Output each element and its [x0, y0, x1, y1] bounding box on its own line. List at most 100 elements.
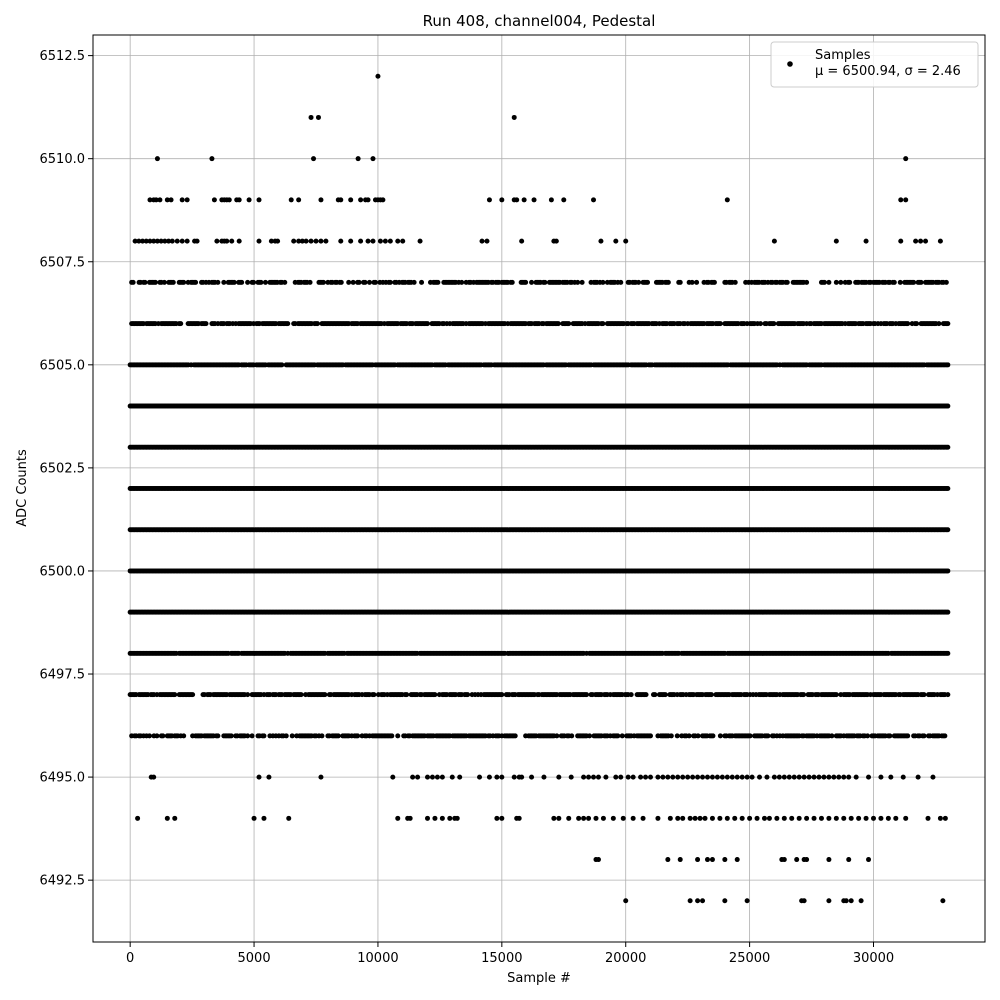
data-point	[600, 321, 606, 327]
data-point	[162, 238, 168, 244]
data-point	[598, 238, 604, 244]
data-point	[677, 279, 683, 285]
data-point	[579, 279, 585, 285]
data-point	[151, 238, 157, 244]
data-point	[338, 197, 344, 203]
data-point	[387, 279, 393, 285]
data-point	[308, 238, 314, 244]
data-point	[618, 279, 624, 285]
data-point	[913, 238, 919, 244]
data-point	[236, 197, 242, 203]
data-point	[914, 321, 920, 327]
data-point	[203, 321, 209, 327]
data-point	[132, 238, 138, 244]
data-point	[313, 238, 319, 244]
data-point	[380, 197, 386, 203]
data-point	[591, 197, 597, 203]
data-point	[358, 197, 364, 203]
data-point	[479, 238, 485, 244]
data-point	[435, 279, 441, 285]
data-point	[898, 238, 904, 244]
data-point	[356, 279, 362, 285]
data-point	[370, 238, 376, 244]
data-points	[127, 73, 951, 904]
data-point	[154, 156, 160, 162]
data-point	[350, 279, 356, 285]
data-point	[923, 238, 929, 244]
data-point	[239, 279, 245, 285]
data-point	[382, 238, 388, 244]
data-point	[523, 279, 529, 285]
data-point	[826, 279, 832, 285]
data-point	[365, 238, 371, 244]
data-point	[395, 238, 401, 244]
data-point	[245, 279, 251, 285]
data-point	[307, 279, 313, 285]
data-point	[224, 238, 230, 244]
data-point	[771, 321, 777, 327]
data-point	[258, 279, 264, 285]
data-point	[821, 279, 827, 285]
data-point	[164, 197, 170, 203]
data-point	[945, 403, 951, 409]
data-point	[140, 238, 146, 244]
data-point	[256, 197, 262, 203]
data-point	[355, 156, 361, 162]
data-point	[387, 238, 393, 244]
data-point	[459, 279, 465, 285]
data-point	[575, 279, 581, 285]
data-point	[724, 197, 730, 203]
data-point	[215, 279, 221, 285]
data-point	[311, 156, 317, 162]
data-point	[299, 238, 305, 244]
data-point	[152, 279, 158, 285]
data-point	[555, 321, 561, 327]
data-point	[143, 238, 149, 244]
data-point	[897, 279, 903, 285]
data-point	[296, 238, 302, 244]
data-point	[945, 609, 951, 615]
data-point	[142, 279, 148, 285]
data-point	[209, 156, 215, 162]
data-point	[268, 238, 274, 244]
data-point	[898, 197, 904, 203]
data-point	[236, 238, 242, 244]
data-point	[542, 279, 548, 285]
data-point	[918, 279, 924, 285]
data-point	[136, 238, 142, 244]
data-point	[158, 238, 164, 244]
data-point	[161, 279, 167, 285]
data-point	[511, 114, 517, 120]
data-point	[499, 197, 505, 203]
data-point	[153, 197, 159, 203]
data-point	[694, 279, 700, 285]
data-point	[130, 279, 136, 285]
data-point	[193, 279, 199, 285]
data-point	[308, 114, 314, 120]
data-point	[367, 279, 373, 285]
data-point	[486, 197, 492, 203]
data-point	[348, 197, 354, 203]
data-point	[184, 238, 190, 244]
data-point	[211, 197, 217, 203]
data-point	[370, 156, 376, 162]
data-point	[147, 197, 153, 203]
data-point	[689, 279, 695, 285]
data-point	[377, 238, 383, 244]
data-point	[288, 197, 294, 203]
data-point	[613, 238, 619, 244]
data-point	[514, 197, 520, 203]
data-point	[903, 197, 909, 203]
data-point	[905, 321, 911, 327]
data-point	[178, 321, 184, 327]
data-point	[553, 238, 559, 244]
data-point	[231, 279, 237, 285]
data-point	[168, 197, 174, 203]
data-point	[509, 279, 515, 285]
data-point	[519, 238, 525, 244]
data-point	[346, 279, 352, 285]
data-point	[285, 321, 291, 327]
data-point	[847, 279, 853, 285]
data-point	[417, 238, 423, 244]
data-point	[623, 238, 629, 244]
